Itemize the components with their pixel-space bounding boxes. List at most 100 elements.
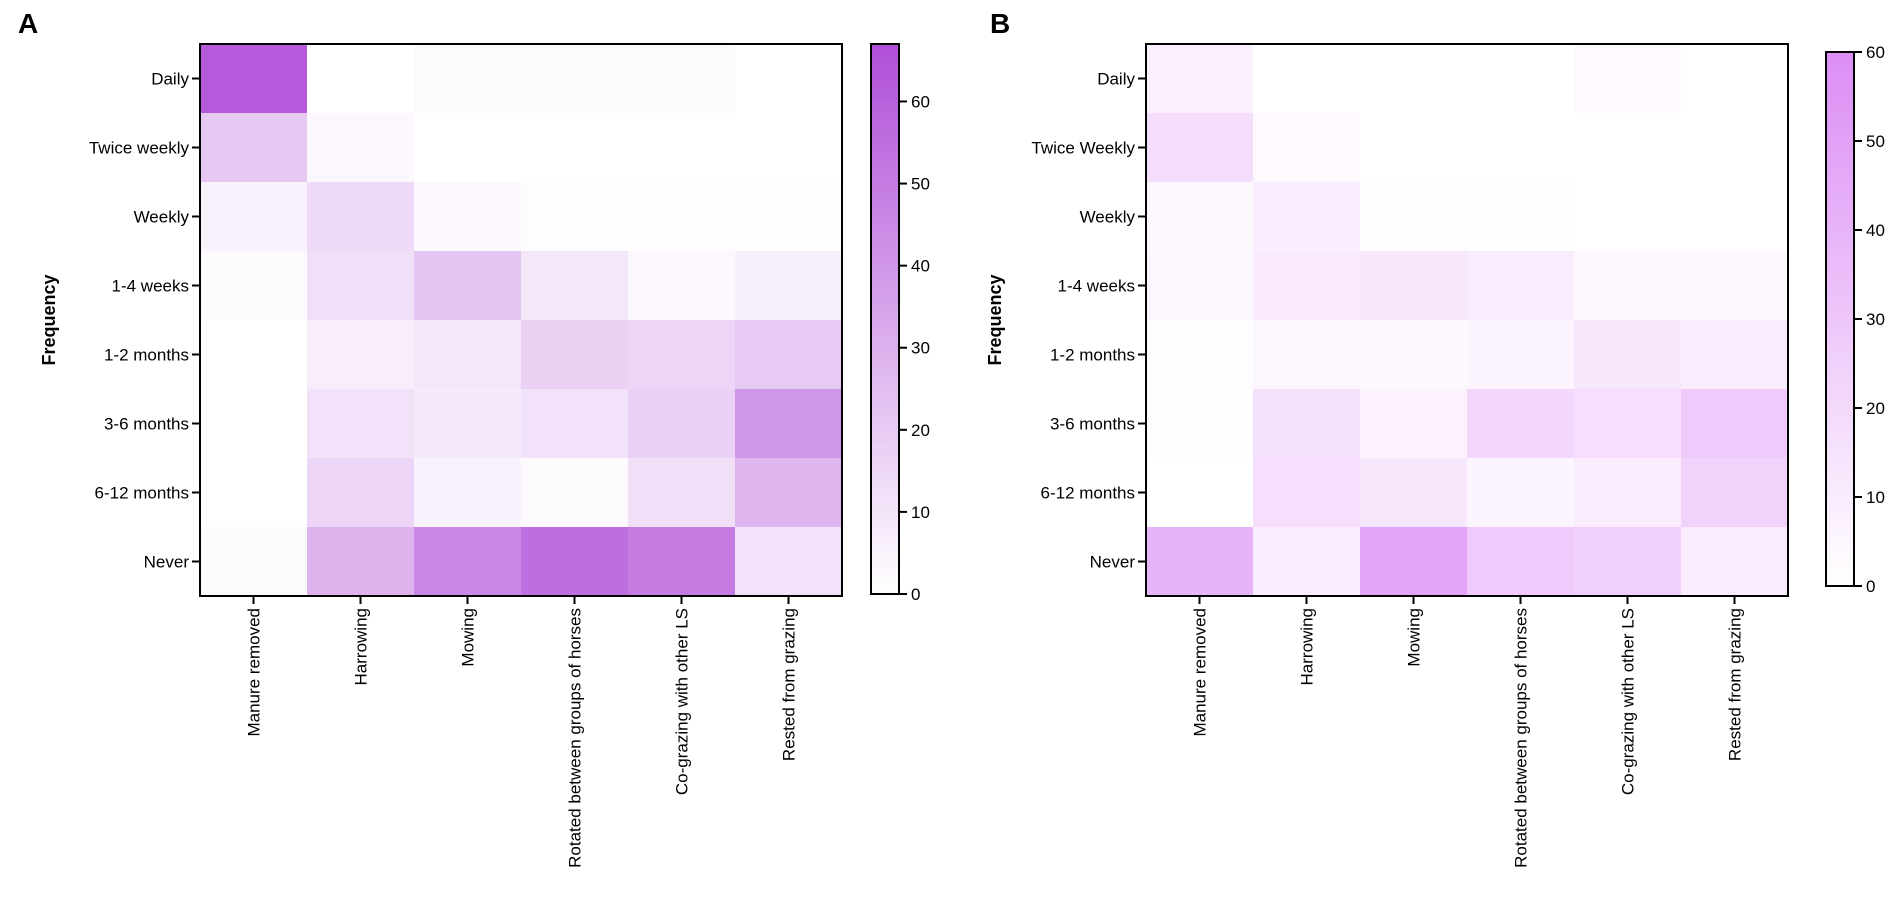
y-tick-label: Never xyxy=(144,553,190,572)
x-tick-label: Mowing xyxy=(459,608,478,667)
heatmap-cell xyxy=(735,389,843,459)
heatmap-cell xyxy=(1681,251,1789,321)
heatmap-cell xyxy=(414,527,522,597)
heatmap-cell xyxy=(1574,527,1682,597)
heatmap-cell xyxy=(628,113,736,183)
heatmap-cell xyxy=(1146,320,1254,390)
y-tick-label: 3-6 months xyxy=(1050,415,1135,434)
heatmap-cell xyxy=(307,389,415,459)
heatmap-cell xyxy=(1360,113,1468,183)
heatmap-cell xyxy=(521,44,629,114)
plot-frame xyxy=(1145,43,1789,597)
x-tick-label: Harrowing xyxy=(352,608,371,685)
heatmap-cell xyxy=(307,44,415,114)
y-axis-title: Frequency xyxy=(985,274,1005,365)
x-tick-label: Harrowing xyxy=(1298,608,1317,685)
y-tick-label: 3-6 months xyxy=(104,415,189,434)
y-tick-label: Twice Weekly xyxy=(1031,139,1135,158)
colorbar-tick-label: 30 xyxy=(911,339,930,358)
colorbar-tick-label: 10 xyxy=(1866,488,1885,507)
colorbar-tick-label: 10 xyxy=(911,503,930,522)
heatmap-cell xyxy=(307,113,415,183)
heatmap-cell xyxy=(1253,113,1361,183)
heatmap-cell xyxy=(1467,458,1575,528)
y-tick-label: 1-4 weeks xyxy=(1058,277,1135,296)
heatmap-cell xyxy=(1253,458,1361,528)
y-tick-label: 6-12 months xyxy=(1041,484,1136,503)
heatmap-cell xyxy=(521,458,629,528)
y-tick-label: Daily xyxy=(151,70,189,89)
heatmap-cell xyxy=(1681,458,1789,528)
heatmap-cell xyxy=(1467,44,1575,114)
x-tick-label: Mowing xyxy=(1405,608,1424,667)
heatmap-cell xyxy=(414,458,522,528)
panel-label-a: A xyxy=(18,8,39,39)
heatmap-cell xyxy=(628,251,736,321)
heatmap-cell xyxy=(1681,320,1789,390)
colorbar-tick-label: 20 xyxy=(911,421,930,440)
heatmap-cell xyxy=(1253,251,1361,321)
x-tick-label: Rotated between groups of horses xyxy=(566,608,585,868)
heatmap-panel-a: Daily Twice weekly Weekly 1-4 weeks 1-2 mont… xyxy=(39,43,930,868)
heatmap-cell xyxy=(735,44,843,114)
heatmap-cell xyxy=(521,527,629,597)
heatmap-cell xyxy=(414,182,522,252)
y-tick-label: Weekly xyxy=(134,208,190,227)
y-axis-title: Frequency xyxy=(39,274,59,365)
heatmap-cell xyxy=(1253,320,1361,390)
heatmap-cell xyxy=(414,251,522,321)
heatmap-cell xyxy=(307,251,415,321)
heatmap-cell xyxy=(628,44,736,114)
heatmap-cell xyxy=(1146,182,1254,252)
panel-label-b: B xyxy=(990,8,1011,39)
x-tick-label: Rested from grazing xyxy=(1726,608,1745,761)
heatmap-cell xyxy=(200,320,308,390)
y-tick-label: 1-2 months xyxy=(1050,346,1135,365)
colorbar-tick-label: 20 xyxy=(1866,399,1885,418)
heatmap-cell xyxy=(735,458,843,528)
heatmap-cell xyxy=(414,389,522,459)
heatmap-cell xyxy=(735,182,843,252)
y-tick-label: 1-4 weeks xyxy=(112,277,189,296)
heatmap-cell xyxy=(200,389,308,459)
heatmap-cell xyxy=(307,182,415,252)
heatmap-cell xyxy=(1146,527,1254,597)
x-tick-label: Rotated between groups of horses xyxy=(1512,608,1531,868)
heatmap-cell xyxy=(200,527,308,597)
colorbar-tick-label: 0 xyxy=(1866,577,1875,596)
heatmap-cell xyxy=(1467,527,1575,597)
heatmap-cell xyxy=(521,320,629,390)
heatmap-cell xyxy=(521,182,629,252)
heatmap-cell xyxy=(1253,389,1361,459)
heatmap-cell xyxy=(1253,527,1361,597)
plot-frame xyxy=(199,43,843,597)
heatmap-cell xyxy=(1574,113,1682,183)
heatmap-cell xyxy=(1360,251,1468,321)
heatmap-cell xyxy=(628,182,736,252)
heatmap-cell xyxy=(1467,389,1575,459)
heatmap-cell xyxy=(735,113,843,183)
x-tick-label: Rested from grazing xyxy=(780,608,799,761)
colorbar-tick-label: 40 xyxy=(911,257,930,276)
heatmap-cell xyxy=(1681,182,1789,252)
y-tick-label: Daily xyxy=(1097,70,1135,89)
heatmap-cell xyxy=(414,113,522,183)
heatmap-cell xyxy=(1681,389,1789,459)
heatmap-cell xyxy=(628,527,736,597)
y-tick-label: Never xyxy=(1090,553,1136,572)
heatmap-cell xyxy=(735,320,843,390)
colorbar-tick-label: 30 xyxy=(1866,310,1885,329)
heatmap-cell xyxy=(628,458,736,528)
heatmap-cell xyxy=(735,527,843,597)
heatmap-cell xyxy=(1574,251,1682,321)
heatmap-cell xyxy=(1146,458,1254,528)
heatmap-cell xyxy=(1360,389,1468,459)
heatmap-cell xyxy=(628,389,736,459)
y-tick-label: Twice weekly xyxy=(89,139,190,158)
colorbar-tick-label: 60 xyxy=(1866,43,1885,62)
heatmap-cell xyxy=(1467,320,1575,390)
heatmap-panel-b: Daily Twice Weekly Weekly 1-4 weeks 1-2 mont… xyxy=(985,43,1885,868)
colorbar-tick-label: 0 xyxy=(911,585,920,604)
heatmap-cell xyxy=(1574,389,1682,459)
